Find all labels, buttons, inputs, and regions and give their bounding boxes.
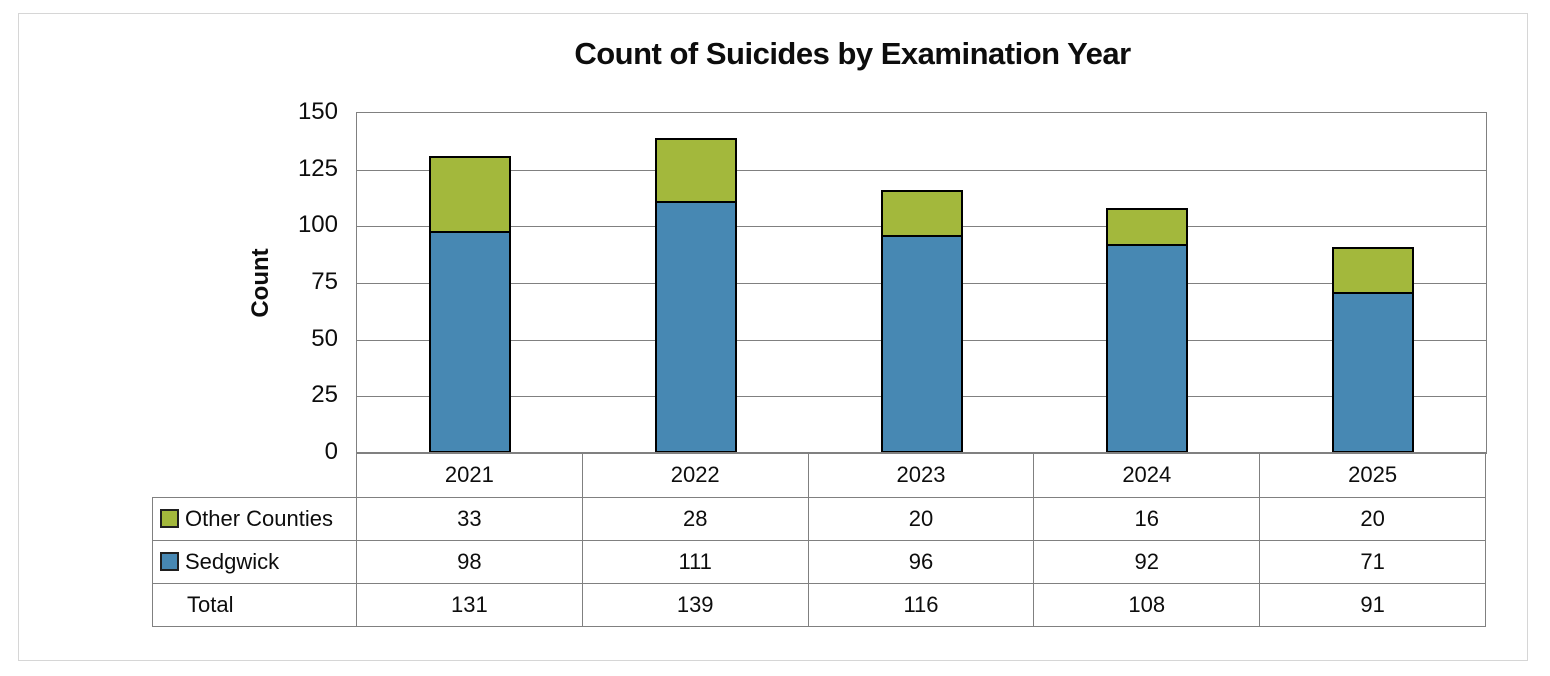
- table-row-label-other-counties: Other Counties: [152, 497, 357, 541]
- x-axis-label-2023: 2023: [807, 452, 1035, 498]
- legend-label-sedgwick: Sedgwick: [185, 549, 280, 574]
- table-value-total-2022: 139: [581, 583, 809, 627]
- bar-2025-sedgwick: [1332, 292, 1415, 453]
- table-value-sedgwick-2024: 92: [1033, 540, 1261, 584]
- table-row-label-total: Total: [152, 583, 357, 627]
- table-value-sedgwick-2025: 71: [1259, 540, 1486, 584]
- table-value-sedgwick-2022: 111: [581, 540, 809, 584]
- table-value-other-counties-2022: 28: [581, 497, 809, 541]
- y-tick-label-0: 0: [324, 438, 338, 465]
- y-tick-label-25: 25: [311, 381, 338, 409]
- chart-title: Count of Suicides by Examination Year: [574, 36, 1131, 71]
- x-axis-label-2022: 2022: [581, 452, 809, 498]
- table-value-sedgwick-2021: 98: [356, 540, 583, 584]
- table-value-other-counties-2021: 33: [356, 497, 583, 541]
- table-value-other-counties-2023: 20: [807, 497, 1035, 541]
- bar-2023-other-counties: [880, 190, 963, 236]
- bar-2024-sedgwick: [1106, 244, 1189, 453]
- y-tick-label-75: 75: [311, 268, 338, 295]
- plot-area: [356, 112, 1487, 454]
- x-axis-label-2021: 2021: [356, 452, 583, 498]
- table-row-label-sedgwick: Sedgwick: [152, 540, 357, 584]
- x-axis-label-2025: 2025: [1259, 452, 1486, 498]
- table-value-total-2021: 131: [356, 583, 583, 627]
- bar-2025-other-counties: [1332, 246, 1415, 293]
- bar-2022-sedgwick: [654, 201, 737, 453]
- y-tick-label-150: 150: [297, 98, 338, 125]
- gridline-125: [357, 169, 1486, 171]
- bar-2021-sedgwick: [428, 230, 511, 453]
- bar-2021-other-counties: [428, 156, 511, 231]
- y-tick-label-125: 125: [297, 154, 338, 182]
- legend-label-other-counties: Other Counties: [185, 506, 333, 531]
- bar-2023-sedgwick: [880, 235, 963, 453]
- table-corner-empty: [153, 453, 357, 498]
- y-tick-label-100: 100: [297, 211, 338, 239]
- table-value-total-2023: 116: [807, 583, 1035, 627]
- x-axis-label-2024: 2024: [1033, 452, 1261, 498]
- data-table: 2021 2022 2023 2024 2025 Other Counties 33 28 20…: [152, 452, 1486, 627]
- legend-swatch-other-counties: [160, 509, 179, 528]
- table-value-total-2025: 91: [1259, 583, 1486, 627]
- table-value-total-2024: 108: [1033, 583, 1261, 627]
- table-value-other-counties-2024: 16: [1033, 497, 1261, 541]
- table-value-other-counties-2025: 20: [1259, 497, 1486, 541]
- table-value-sedgwick-2023: 96: [807, 540, 1035, 584]
- y-tick-label-50: 50: [311, 324, 338, 352]
- legend-swatch-sedgwick: [160, 552, 179, 571]
- bar-2024-other-counties: [1106, 208, 1189, 245]
- bar-2022-other-counties: [654, 137, 737, 202]
